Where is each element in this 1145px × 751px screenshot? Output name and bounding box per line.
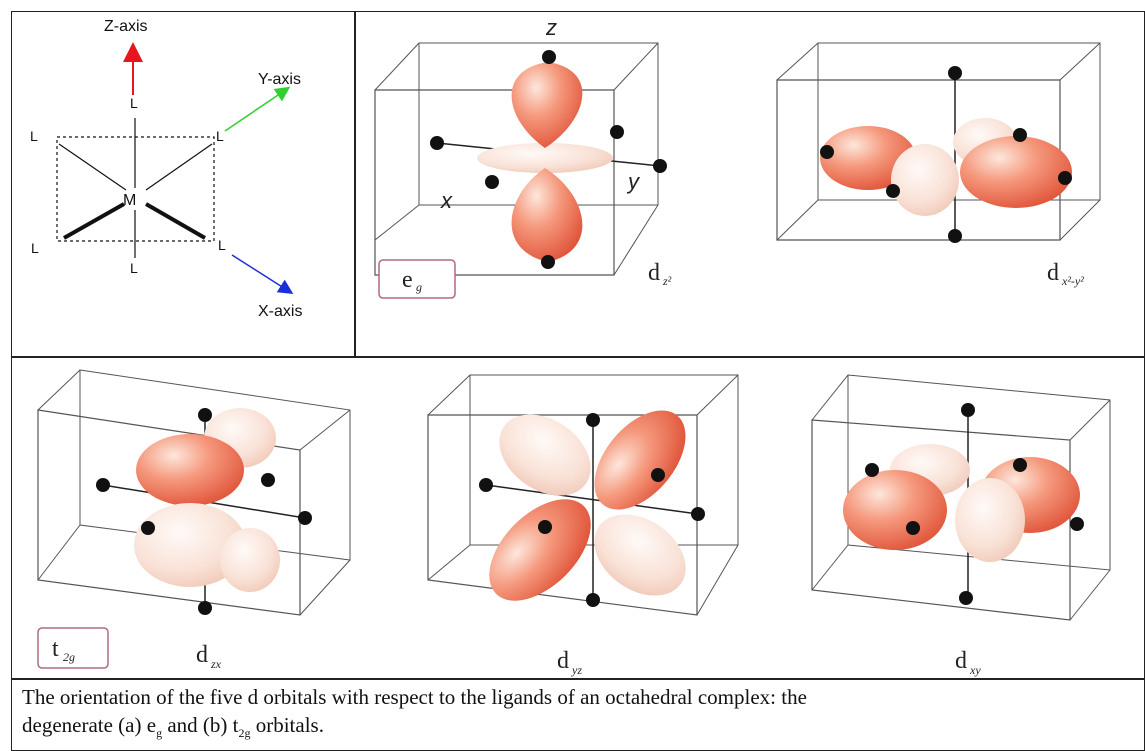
dzx-name: d	[196, 642, 208, 668]
figure-caption: The orientation of the five d orbitals w…	[22, 683, 1137, 747]
dx2y2-label: d x²-y²	[1047, 260, 1084, 288]
orbital-dzx	[37, 369, 351, 616]
y-axis-label: Y-axis	[258, 71, 301, 88]
caption-sub-t2g: 2g	[238, 726, 251, 741]
dz2-sub: z²	[662, 274, 672, 288]
t2g-badge-label: t	[52, 636, 59, 662]
divider-row-1	[11, 356, 1145, 358]
eg-badge-label: e	[402, 267, 413, 293]
ligand-front-left: L	[31, 240, 39, 256]
caption-line-2: degenerate (a) eg and (b) t2g orbitals.	[22, 711, 1137, 747]
octahedral-axes: Z-axis L Y-axis L L M L L L X-axis	[30, 18, 302, 320]
bond-front-left	[63, 202, 125, 240]
ligand-back-left: L	[30, 128, 38, 144]
t2g-badge-sub: 2g	[63, 650, 75, 664]
orbital-dx2y2	[776, 42, 1101, 243]
z-axis-label: Z-axis	[104, 18, 148, 35]
dxy-name: d	[955, 648, 967, 674]
caption-mid: and (b) t	[162, 713, 239, 737]
x-axis-label: X-axis	[258, 303, 302, 320]
t2g-badge: t 2g	[37, 627, 109, 669]
caption-suffix: orbitals.	[250, 713, 324, 737]
dz2-name: d	[648, 260, 660, 286]
dx2y2-name: d	[1047, 260, 1059, 286]
bond-back-left	[58, 143, 127, 191]
eg-badge: e g	[378, 259, 456, 299]
dyz-sub: yz	[571, 663, 582, 677]
dyz-name: d	[557, 648, 569, 674]
dz2-x-label: x	[440, 188, 453, 213]
dzx-label: d zx	[196, 642, 222, 671]
dxy-sub: xy	[969, 663, 981, 677]
orbital-dz2: z x y	[374, 15, 667, 276]
dx2y2-sub: x²-y²	[1061, 274, 1084, 288]
eg-badge-sub: g	[416, 280, 422, 294]
bond-front-right	[145, 202, 206, 240]
y-axis-arrow	[224, 86, 291, 132]
divider-vertical	[354, 11, 356, 357]
caption-line-1: The orientation of the five d orbitals w…	[22, 685, 807, 709]
dz2-z-label: z	[545, 15, 557, 40]
divider-row-2	[11, 678, 1145, 680]
dyz-label: d yz	[557, 648, 582, 677]
x-axis-arrow	[231, 254, 294, 295]
ligand-bottom: L	[130, 260, 138, 276]
ligand-top: L	[130, 95, 138, 111]
ligand-front-right: L	[218, 237, 226, 253]
dxy-label: d xy	[955, 648, 981, 677]
orbital-dyz	[427, 374, 739, 616]
caption-sub-eg: g	[156, 726, 163, 741]
dzx-sub: zx	[210, 657, 222, 671]
ligand-back-right: L	[216, 128, 224, 144]
orbital-dxy	[811, 374, 1111, 621]
equatorial-plane	[56, 136, 215, 242]
bond-back-right	[145, 143, 213, 191]
dz2-label: d z²	[648, 260, 672, 288]
caption-prefix: degenerate (a) e	[22, 713, 157, 737]
dz2-y-label: y	[626, 169, 641, 194]
metal-label: M	[123, 192, 136, 209]
